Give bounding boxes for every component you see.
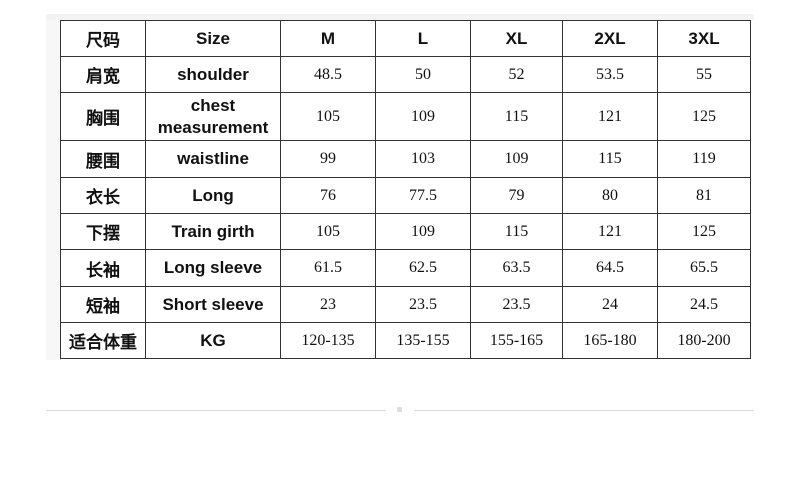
size-chart-table: 尺码 Size M L XL 2XL 3XL 肩宽 shoulder 48.5 50 52 53.5 55… bbox=[60, 20, 751, 359]
value-cell: 52 bbox=[470, 56, 563, 93]
value-cell: 99 bbox=[280, 140, 376, 178]
value-cell: 109 bbox=[375, 213, 471, 250]
value-cell: 165-180 bbox=[562, 322, 658, 359]
value-cell: 105 bbox=[280, 213, 376, 250]
value-cell: 23.5 bbox=[375, 286, 471, 323]
table-row: 短袖 Short sleeve 23 23.5 23.5 24 24.5 bbox=[60, 286, 751, 323]
value-cell: 63.5 bbox=[470, 249, 563, 287]
value-cell: 77.5 bbox=[375, 177, 471, 214]
row-label-en: Train girth bbox=[145, 213, 281, 250]
value-cell: 81 bbox=[657, 177, 751, 214]
table-row: 长袖 Long sleeve 61.5 62.5 63.5 64.5 65.5 bbox=[60, 249, 751, 287]
row-label-cn: 胸围 bbox=[60, 92, 146, 141]
table-row: 衣长 Long 76 77.5 79 80 81 bbox=[60, 177, 751, 214]
value-cell: 50 bbox=[375, 56, 471, 93]
table-row: 肩宽 shoulder 48.5 50 52 53.5 55 bbox=[60, 56, 751, 93]
value-cell: 65.5 bbox=[657, 249, 751, 287]
value-cell: 115 bbox=[470, 213, 563, 250]
divider-right bbox=[414, 410, 754, 411]
row-label-en: chest measurement bbox=[145, 92, 281, 141]
header-cell: XL bbox=[470, 20, 563, 57]
value-cell: 120-135 bbox=[280, 322, 376, 359]
row-label-cn: 下摆 bbox=[60, 213, 146, 250]
value-cell: 115 bbox=[470, 92, 563, 141]
value-cell: 109 bbox=[375, 92, 471, 141]
value-cell: 119 bbox=[657, 140, 751, 178]
row-label-cn: 短袖 bbox=[60, 286, 146, 323]
value-cell: 180-200 bbox=[657, 322, 751, 359]
value-cell: 105 bbox=[280, 92, 376, 141]
divider-left bbox=[46, 410, 386, 411]
value-cell: 61.5 bbox=[280, 249, 376, 287]
value-cell: 62.5 bbox=[375, 249, 471, 287]
row-label-en: shoulder bbox=[145, 56, 281, 93]
row-label-cn: 适合体重 bbox=[60, 322, 146, 359]
row-label-en: Long bbox=[145, 177, 281, 214]
value-cell: 23.5 bbox=[470, 286, 563, 323]
row-label-cn: 腰围 bbox=[60, 140, 146, 178]
row-label-cn: 长袖 bbox=[60, 249, 146, 287]
row-label-en: waistline bbox=[145, 140, 281, 178]
table-row: 腰围 waistline 99 103 109 115 119 bbox=[60, 140, 751, 178]
value-cell: 24.5 bbox=[657, 286, 751, 323]
value-cell: 79 bbox=[470, 177, 563, 214]
row-number-strip bbox=[46, 20, 61, 360]
value-cell: 55 bbox=[657, 56, 751, 93]
value-cell: 115 bbox=[562, 140, 658, 178]
value-cell: 125 bbox=[657, 92, 751, 141]
header-cell: 3XL bbox=[657, 20, 751, 57]
table-row: 胸围 chest measurement 105 109 115 121 125 bbox=[60, 92, 751, 141]
value-cell: 76 bbox=[280, 177, 376, 214]
value-cell: 53.5 bbox=[562, 56, 658, 93]
row-label-en: KG bbox=[145, 322, 281, 359]
value-cell: 121 bbox=[562, 213, 658, 250]
header-row: 尺码 Size M L XL 2XL 3XL bbox=[60, 20, 751, 57]
value-cell: 155-165 bbox=[470, 322, 563, 359]
value-cell: 135-155 bbox=[375, 322, 471, 359]
row-label-en: Long sleeve bbox=[145, 249, 281, 287]
header-cell: M bbox=[280, 20, 376, 57]
header-cell: L bbox=[375, 20, 471, 57]
value-cell: 24 bbox=[562, 286, 658, 323]
header-cell: 尺码 bbox=[60, 20, 146, 57]
header-cell: Size bbox=[145, 20, 281, 57]
value-cell: 23 bbox=[280, 286, 376, 323]
value-cell: 109 bbox=[470, 140, 563, 178]
value-cell: 80 bbox=[562, 177, 658, 214]
value-cell: 103 bbox=[375, 140, 471, 178]
divider-dot bbox=[397, 407, 402, 412]
table-row: 适合体重 KG 120-135 135-155 155-165 165-180 180-20… bbox=[60, 322, 751, 359]
table-row: 下摆 Train girth 105 109 115 121 125 bbox=[60, 213, 751, 250]
row-label-cn: 衣长 bbox=[60, 177, 146, 214]
value-cell: 48.5 bbox=[280, 56, 376, 93]
value-cell: 64.5 bbox=[562, 249, 658, 287]
row-label-cn: 肩宽 bbox=[60, 56, 146, 93]
value-cell: 121 bbox=[562, 92, 658, 141]
header-cell: 2XL bbox=[562, 20, 658, 57]
sheet-top-edge bbox=[46, 14, 754, 20]
value-cell: 125 bbox=[657, 213, 751, 250]
row-label-en: Short sleeve bbox=[145, 286, 281, 323]
